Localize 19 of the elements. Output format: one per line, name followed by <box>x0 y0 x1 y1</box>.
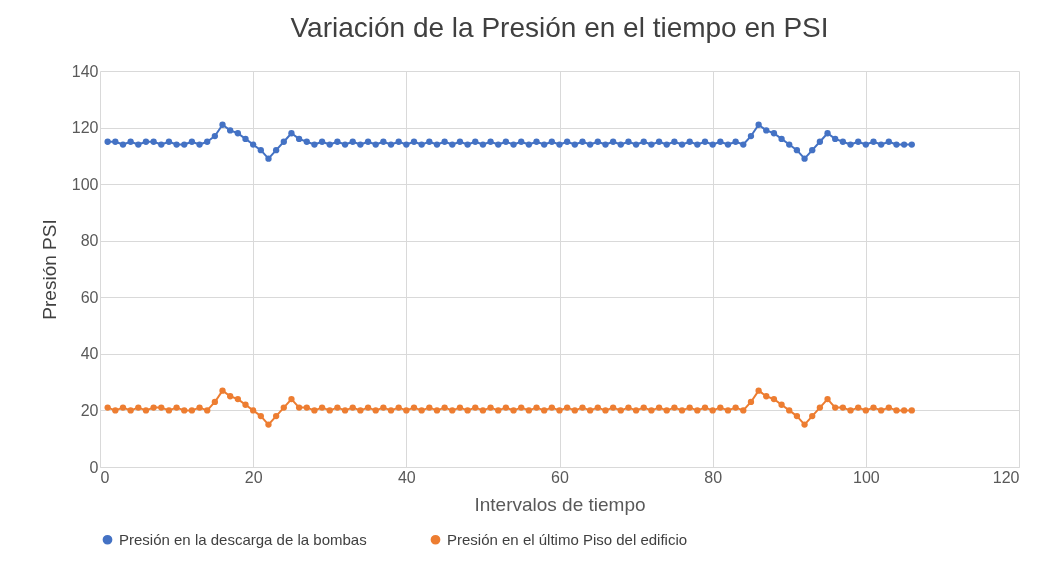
x-axis-title: Intervalos de tiempo <box>474 493 646 515</box>
y-axis-title: Presión PSI <box>38 219 60 320</box>
x-tick-label: 40 <box>397 468 416 486</box>
y-tick-label: 100 <box>71 175 99 193</box>
y-tick-label: 40 <box>80 345 99 363</box>
y-tick-label: 20 <box>80 401 99 419</box>
x-tick-label: 80 <box>704 468 723 486</box>
y-tick-label: 120 <box>71 119 99 137</box>
y-tick-label: 80 <box>80 232 99 250</box>
x-tick-label: 20 <box>244 468 263 486</box>
x-tick-label: 0 <box>100 468 110 486</box>
chart-title: Variación de la Presión en el tiempo en PSI <box>290 12 829 43</box>
y-tick-label: 140 <box>71 62 99 80</box>
x-tick-label: 60 <box>551 468 569 486</box>
legend-label: Presión en la descarga de la bombas <box>119 530 367 548</box>
x-tick-label: 120 <box>992 468 1020 486</box>
legend-label: Presión en el último Piso del edificio <box>447 530 688 548</box>
y-tick-label: 60 <box>80 288 99 306</box>
x-tick-label: 100 <box>852 468 880 486</box>
